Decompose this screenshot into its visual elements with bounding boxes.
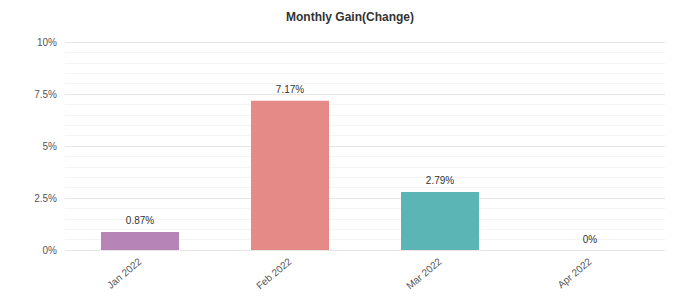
svg-text:Feb 2022: Feb 2022 [254,256,294,292]
svg-text:5%: 5% [43,141,58,152]
svg-text:Monthly Gain(Change): Monthly Gain(Change) [286,10,414,24]
svg-text:7.17%: 7.17% [276,84,304,95]
svg-text:0%: 0% [43,245,58,256]
svg-text:Apr 2022: Apr 2022 [555,256,593,291]
svg-text:Jan 2022: Jan 2022 [105,256,144,291]
svg-text:0%: 0% [583,234,598,245]
svg-text:10%: 10% [37,37,57,48]
svg-text:7.5%: 7.5% [34,89,57,100]
svg-text:2.79%: 2.79% [426,175,454,186]
svg-text:2.5%: 2.5% [34,193,57,204]
svg-text:0.87%: 0.87% [126,215,154,226]
svg-text:Mar 2022: Mar 2022 [404,256,444,292]
